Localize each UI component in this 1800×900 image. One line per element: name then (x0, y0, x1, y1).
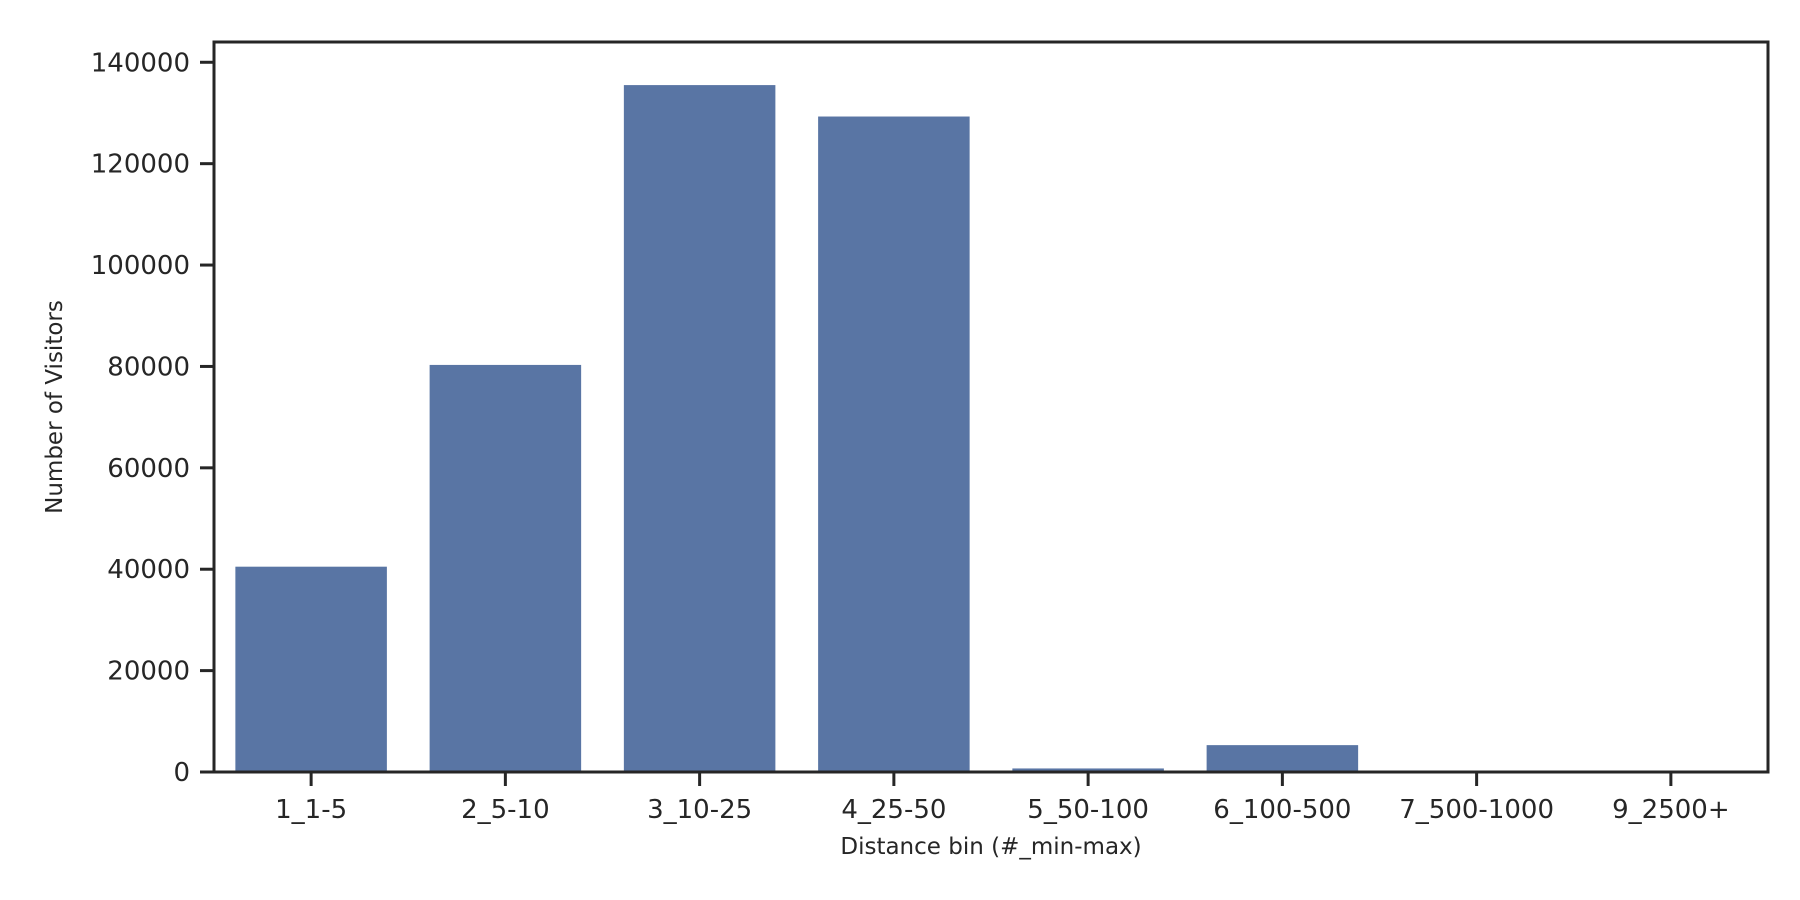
x-tick-label: 9_2500+ (1612, 795, 1730, 825)
bar-1_1-5 (235, 566, 387, 772)
y-tick-label: 100000 (91, 251, 190, 281)
y-tick-label: 40000 (107, 555, 190, 585)
y-tick-label: 60000 (107, 454, 190, 484)
x-tick-label: 4_25-50 (841, 795, 946, 825)
x-axis-label: Distance bin (#_min-max) (840, 834, 1141, 860)
bar-3_10-25 (623, 85, 776, 773)
y-tick-label: 20000 (107, 657, 190, 687)
x-tick-label: 2_5-10 (461, 795, 550, 825)
x-axis-ticks: 1_1-5 2_5-10 3_10-25 4_25-50 5_50-100 6_100-5… (275, 772, 1730, 825)
y-tick-label: 140000 (91, 48, 190, 78)
bar-5_50-100 (1012, 768, 1164, 772)
x-tick-label: 7_500-1000 (1399, 795, 1554, 825)
y-axis-label: Number of Visitors (42, 300, 68, 514)
bar-4_25-50 (818, 116, 970, 773)
y-axis-ticks: 0 20000 40000 60000 80000 100000 120000 140000 (91, 48, 214, 788)
x-tick-label: 1_1-5 (275, 795, 347, 825)
bar-2_5-10 (429, 364, 582, 772)
bars (235, 85, 1359, 773)
x-tick-label: 5_50-100 (1027, 795, 1149, 825)
x-tick-label: 6_100-500 (1213, 795, 1351, 825)
x-tick-label: 3_10-25 (647, 795, 752, 825)
bar-6_100-500 (1206, 745, 1359, 772)
y-tick-label: 120000 (91, 150, 190, 180)
y-tick-label: 80000 (107, 352, 190, 382)
plot-frame (212, 40, 1770, 774)
y-tick-label: 0 (173, 758, 190, 788)
